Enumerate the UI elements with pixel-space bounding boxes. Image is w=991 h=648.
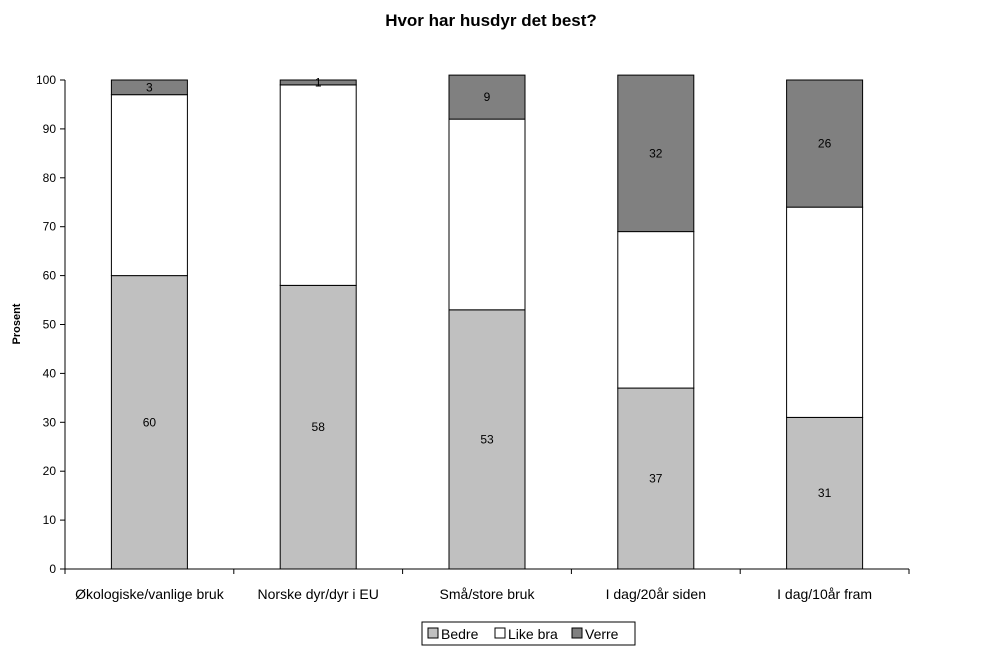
data-label: 32	[649, 146, 663, 160]
bar-like-bra	[279, 84, 357, 286]
bar-verre	[786, 79, 864, 208]
legend-label: Bedre	[441, 626, 479, 642]
y-axis-label: Prosent	[11, 303, 23, 344]
legend-swatch-verre	[571, 627, 583, 639]
category-label: I dag/10år fram	[777, 586, 872, 602]
data-label: 26	[818, 137, 832, 151]
data-label: 37	[649, 472, 663, 486]
bar-bedre	[786, 416, 864, 570]
y-tick-label: 80	[43, 171, 57, 185]
bar-verre	[448, 74, 526, 120]
category-label: Økologiske/vanlige bruk	[75, 586, 225, 602]
legend-swatch-bedre	[427, 627, 439, 639]
bar-bedre	[448, 309, 526, 570]
y-tick-label: 10	[43, 513, 57, 527]
y-tick-label: 0	[49, 562, 56, 576]
y-tick-label: 40	[43, 366, 57, 380]
data-label: 58	[312, 420, 326, 434]
y-tick-label: 20	[43, 464, 57, 478]
data-labels: 60 3 58 1 53 9 37 32 31 26	[143, 75, 832, 500]
category-label: Norske dyr/dyr i EU	[258, 586, 379, 602]
y-tick-label: 30	[43, 415, 57, 429]
y-tick-label: 50	[43, 318, 57, 332]
bar-verre	[617, 74, 695, 233]
data-label: 31	[818, 486, 832, 500]
y-tick-label: 60	[43, 269, 57, 283]
legend-label: Verre	[585, 626, 619, 642]
data-label: 9	[484, 90, 491, 104]
bar-like-bra	[617, 231, 695, 389]
y-tick-label: 70	[43, 220, 57, 234]
y-tick-label: 100	[36, 73, 56, 87]
bar-like-bra	[448, 118, 526, 311]
x-ticks	[64, 569, 910, 574]
legend-label: Like bra	[508, 626, 558, 642]
data-label: 53	[480, 432, 494, 446]
bar-verre	[110, 79, 188, 96]
bar-verre	[279, 79, 357, 86]
data-label: 1	[315, 75, 322, 89]
category-label: Små/store bruk	[440, 586, 536, 602]
legend: Bedre Like bra Verre	[421, 621, 636, 646]
data-label: 3	[146, 80, 153, 94]
data-label: 60	[143, 415, 157, 429]
bar-like-bra	[786, 206, 864, 418]
legend-swatch-like-bra	[494, 627, 506, 639]
bar-bedre	[279, 284, 357, 570]
category-labels: Økologiske/vanlige bruk Norske dyr/dyr i …	[75, 586, 872, 602]
y-ticks: 0 10 20 30 40 50 60 70 80 90 100	[36, 73, 65, 576]
bars	[110, 74, 864, 570]
y-tick-label: 90	[43, 122, 57, 136]
chart-title: Hvor har husdyr det best?	[385, 11, 597, 30]
category-label: I dag/20år siden	[606, 586, 706, 602]
bar-like-bra	[110, 94, 188, 277]
